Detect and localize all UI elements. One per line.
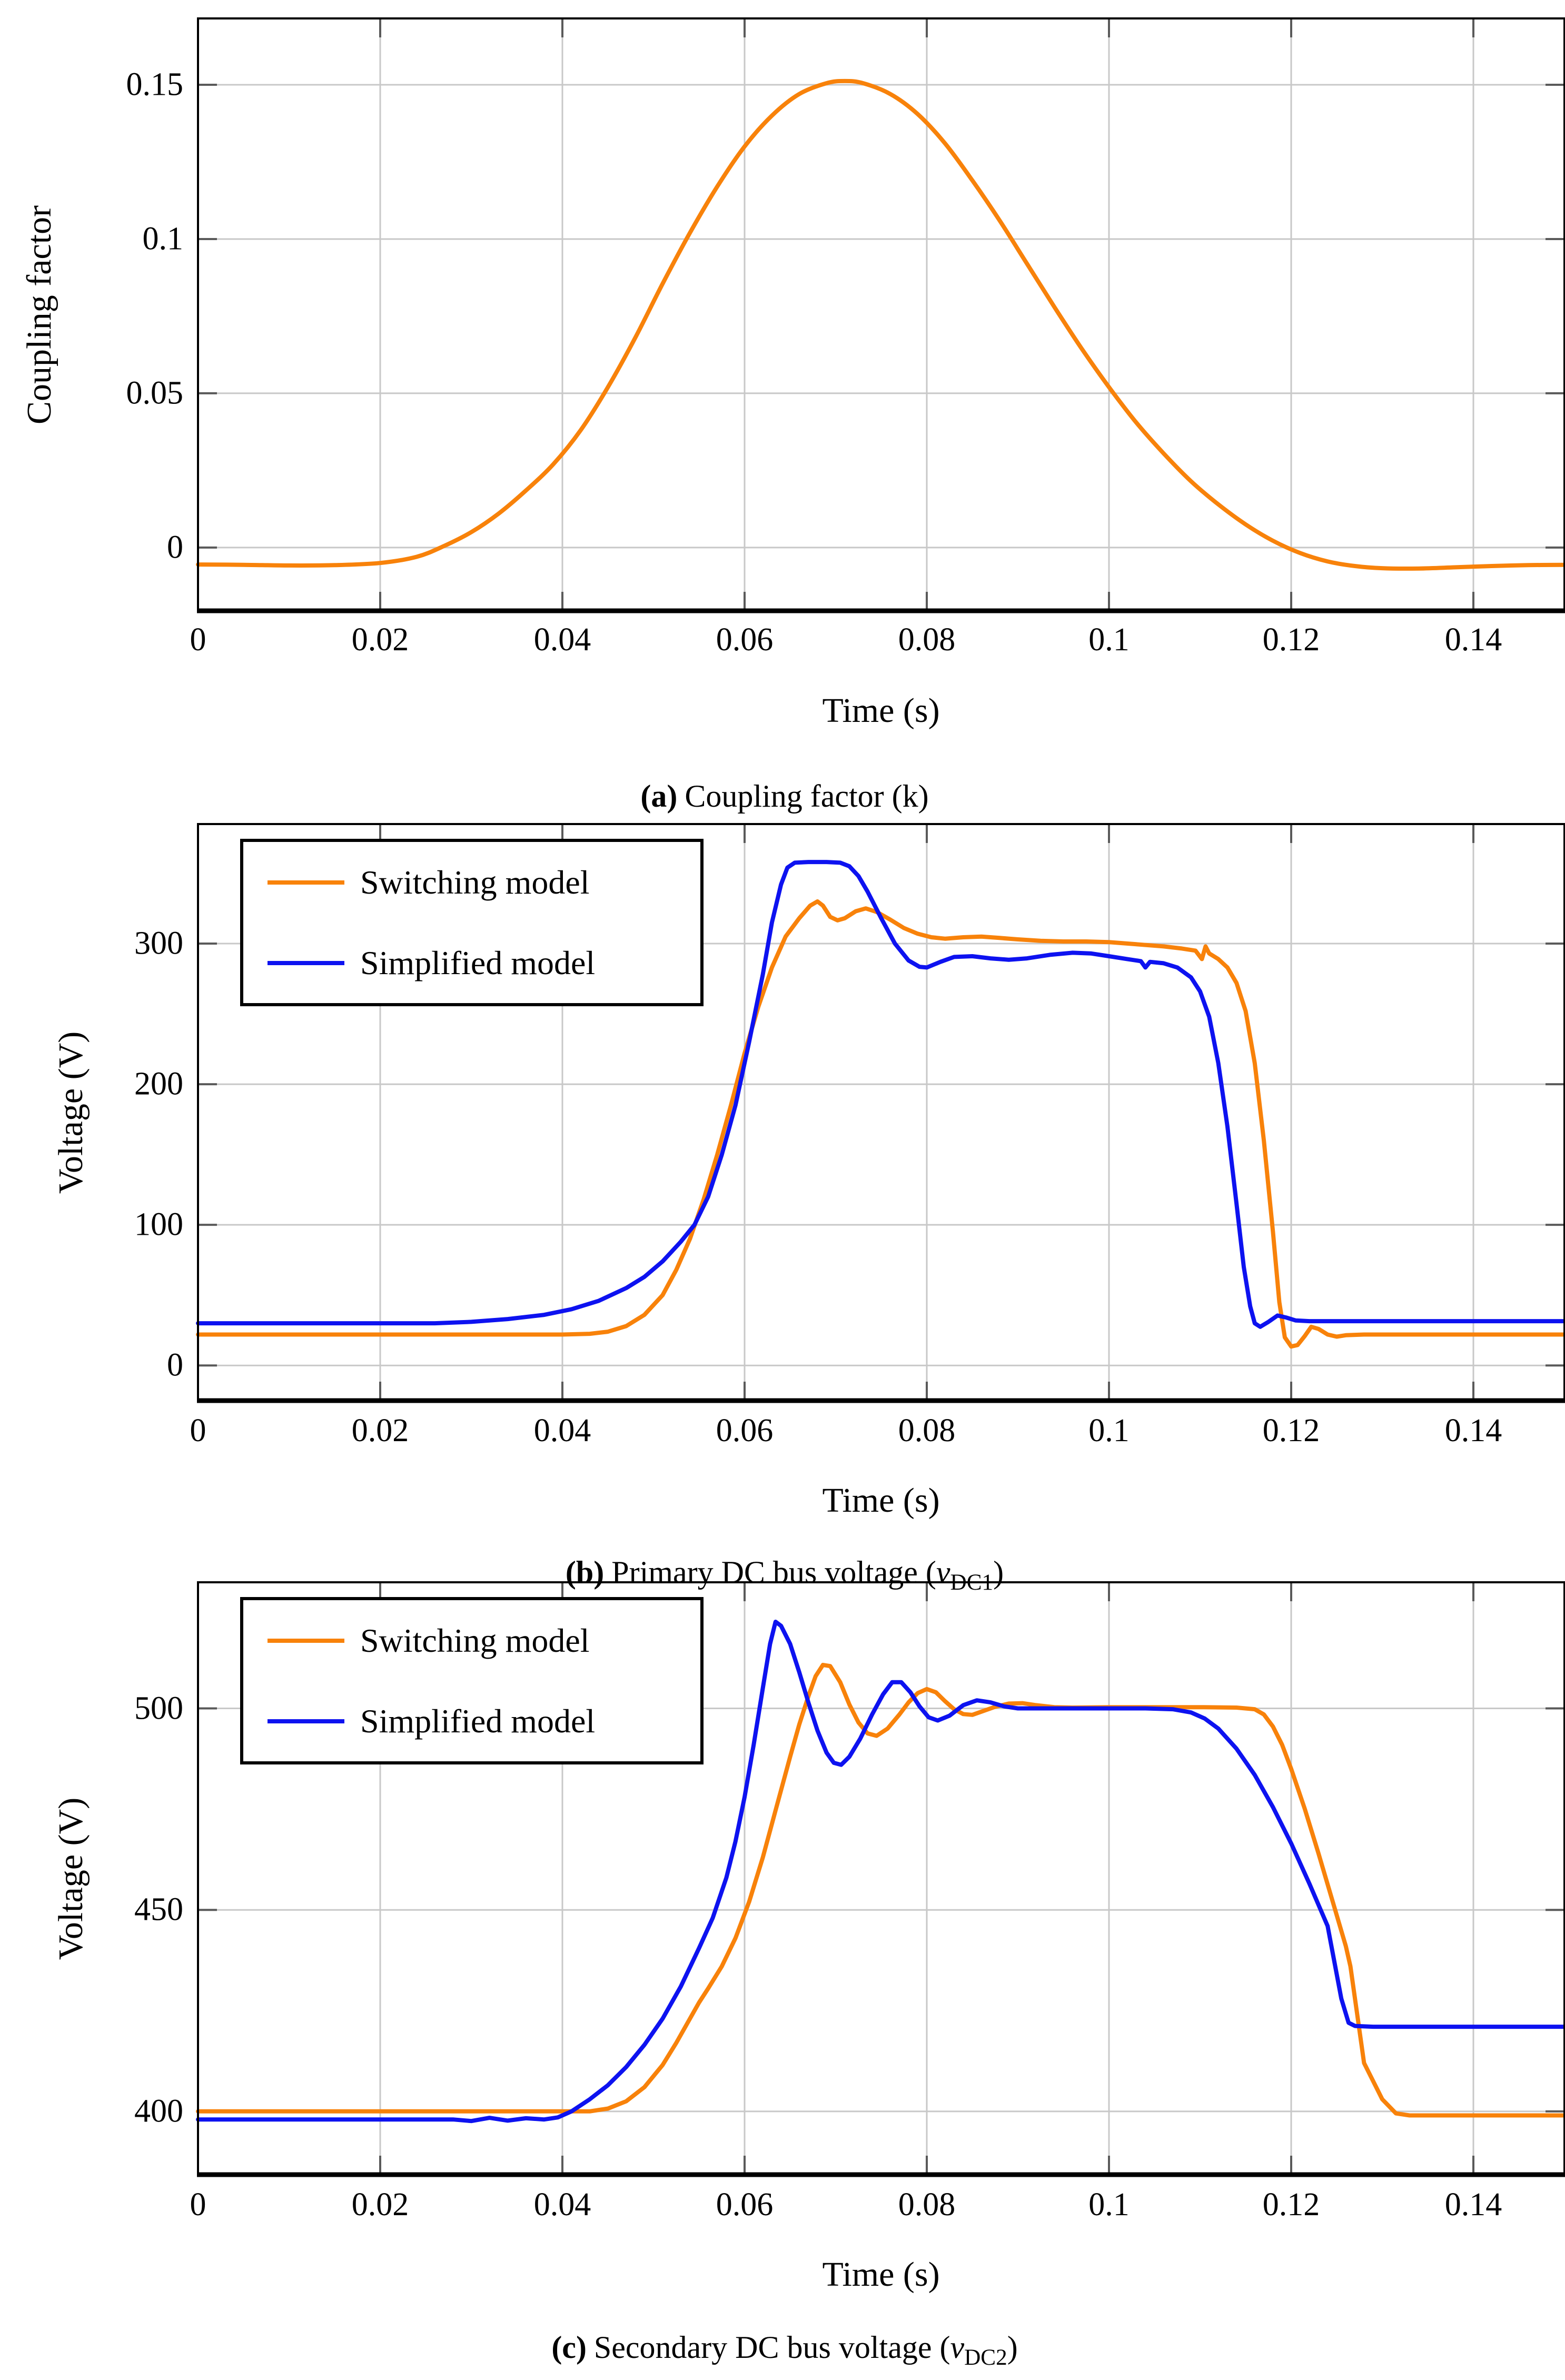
figure-page: Coupling factor Time (s) (a) Coupling fac…: [20, 17, 1565, 2370]
chart-b-plot: [196, 823, 1565, 1403]
chart-c-plot: [196, 1581, 1565, 2177]
chart-a-plot: [196, 17, 1565, 613]
